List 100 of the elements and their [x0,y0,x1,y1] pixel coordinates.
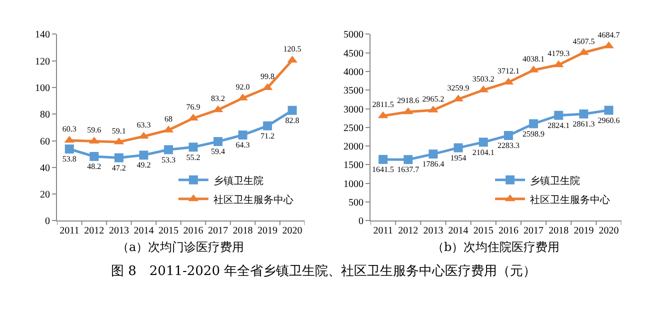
y-tick-label: 2500 [344,122,364,134]
x-tick-label: 2019 [258,226,278,237]
data-label: 4179.3 [548,49,570,58]
data-label: 4684.7 [598,30,620,40]
data-label: 2960.6 [598,116,620,125]
data-label: 3503.2 [472,74,494,84]
point [428,150,438,159]
y-tick-label: 4500 [344,48,364,60]
data-label: 2965.2 [422,94,444,104]
point [138,132,149,139]
y-tick-label: 100 [35,82,50,94]
y-tick-label: 120 [35,56,50,68]
y-tick-label: 40 [40,162,50,174]
y-tick-label: 5000 [344,30,364,41]
point [604,106,614,115]
y-tick-label: 2000 [344,142,364,153]
x-tick-label: 2015 [473,226,494,237]
x-tick-label: 2012 [398,226,418,237]
x-tick-label: 2013 [108,226,129,237]
legend-label: 乡镇卫生院 [213,174,264,187]
point [214,137,223,146]
data-label: 92.0 [236,82,250,92]
data-label: 82.8 [285,116,300,126]
data-label: 59.6 [87,126,102,135]
legend-label: 社区卫生服务中心 [213,194,294,206]
data-label: 120.5 [283,44,302,54]
x-tick-label: 2013 [423,226,444,237]
x-tick-label: 2020 [598,226,619,237]
y-tick-label: 1000 [344,178,364,190]
point [114,153,124,162]
x-tick-label: 2011 [373,226,393,237]
data-label: 49.2 [136,160,151,170]
data-label: 53.3 [161,155,176,164]
x-tick-label: 2017 [524,226,544,237]
data-label: 53.8 [62,154,76,164]
x-axis-title: （b）次均住院医疗费用 [432,240,560,254]
point [90,152,99,161]
data-label: 1954 [450,153,466,162]
point [378,154,388,164]
data-label: 99.8 [260,72,275,82]
point [188,142,198,152]
data-label: 48.2 [87,162,102,172]
point [164,145,173,154]
x-tick-label: 2014 [134,226,154,237]
x-tick-label: 2014 [448,226,468,237]
data-label: 64.3 [236,140,250,150]
y-tick-label: 3500 [344,86,364,97]
data-label: 47.2 [112,163,126,172]
data-label: 76.9 [186,102,200,112]
data-label: 71.2 [260,131,275,140]
data-label: 59.1 [112,126,126,136]
y-tick-label: 20 [40,190,50,201]
x-axis-title: （a）次均门诊医疗费用 [117,240,244,254]
x-tick-label: 2011 [60,226,80,237]
y-tick-label: 80 [40,110,50,121]
data-label: 2104.1 [472,148,494,157]
data-label: 83.2 [211,94,226,104]
point [263,121,272,130]
data-label: 4038.1 [522,54,545,64]
caption: 图 8 2011-2020 年全省乡镇卫生院、社区卫生服务中心医疗费用（元） [111,263,536,279]
data-label: 1786.4 [422,160,444,169]
data-label: 3712.1 [497,66,520,76]
x-tick-label: 2016 [183,226,204,237]
data-label: 2824.1 [548,120,570,130]
point [454,143,463,152]
data-label: 63.3 [136,120,151,130]
x-tick-label: 2015 [158,226,178,237]
data-label: 4507.5 [572,36,595,46]
x-tick-label: 2017 [208,226,228,237]
y-tick-label: 60 [40,136,50,148]
data-label: 59.4 [211,147,226,156]
data-label: 2283.3 [497,141,520,150]
x-tick-label: 2016 [498,226,518,237]
x-tick-label: 2020 [282,226,302,237]
point [504,131,513,140]
legend-label: 社区卫生服务中心 [530,194,610,206]
y-tick-label: 0 [358,216,364,228]
data-label: 2918.6 [397,96,420,106]
data-label: 2811.5 [372,100,394,110]
y-tick-label: 1500 [344,160,364,172]
y-tick-label: 0 [45,216,50,228]
y-tick-label: 4000 [344,67,364,78]
point [604,41,614,48]
point [64,144,74,154]
data-label: 55.2 [186,152,200,162]
x-tick-label: 2018 [548,226,569,237]
legend-label: 乡镇卫生院 [530,174,580,187]
point [478,138,488,147]
point [404,155,413,164]
data-label: 1641.5 [372,165,394,174]
y-tick-label: 140 [35,30,50,41]
x-tick-label: 2019 [574,226,594,237]
data-label: 1637.7 [397,165,420,174]
y-tick-label: 3000 [344,104,364,116]
y-tick-label: 500 [348,197,364,208]
data-label: 60.3 [62,124,76,134]
point [579,109,588,118]
x-tick-label: 2018 [232,226,253,237]
data-label: 3259.9 [447,83,470,92]
point [139,150,148,160]
